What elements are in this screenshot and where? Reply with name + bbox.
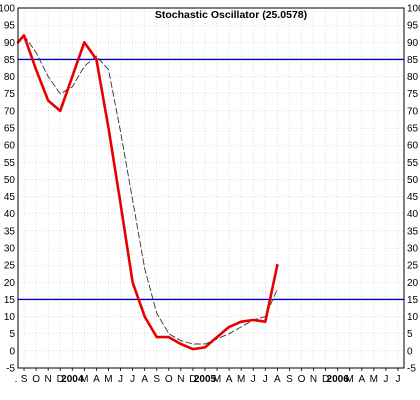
x-tick-label: J bbox=[251, 374, 256, 385]
x-tick-label: 2005 bbox=[194, 374, 217, 385]
y-tick-label-left: 5 bbox=[9, 329, 15, 340]
y-tick-label-right: 35 bbox=[407, 226, 419, 237]
y-tick-label-right: 5 bbox=[407, 329, 413, 340]
y-tick-label-right: 70 bbox=[407, 106, 419, 117]
y-tick-label-left: 100 bbox=[0, 4, 15, 15]
signal-line bbox=[17, 34, 278, 345]
y-tick-label-right: 85 bbox=[407, 55, 419, 66]
y-tick-label-left: 85 bbox=[4, 55, 16, 66]
x-tick-label: M bbox=[237, 374, 245, 385]
y-tick-label-right: 40 bbox=[407, 209, 419, 220]
y-tick-label-left: 90 bbox=[4, 38, 16, 49]
y-tick-label-right: 50 bbox=[407, 175, 419, 186]
y-tick-label-left: 80 bbox=[4, 72, 16, 83]
chart-title: Stochastic Oscillator (25.0578) bbox=[155, 9, 307, 21]
series bbox=[16, 34, 279, 351]
y-tick-label-left: 20 bbox=[4, 278, 16, 289]
y-tick-label-left: 35 bbox=[4, 226, 16, 237]
x-tick-label: S bbox=[286, 374, 293, 385]
y-tick-label-right: 0 bbox=[407, 346, 413, 357]
y-tick-label-right: 65 bbox=[407, 124, 419, 135]
y-tick-label-left: 75 bbox=[4, 89, 16, 100]
y-tick-label-left: 30 bbox=[4, 244, 16, 255]
y-tick-label-left: 15 bbox=[4, 295, 16, 306]
x-tick-label: 2006 bbox=[327, 374, 350, 385]
y-tick-label-left: -5 bbox=[6, 364, 15, 375]
y-tick-label-right: 90 bbox=[407, 38, 419, 49]
y-tick-label-right: 20 bbox=[407, 278, 419, 289]
x-tick-label: A bbox=[93, 374, 100, 385]
x-tick-label: A bbox=[141, 374, 148, 385]
x-tick-label: M bbox=[104, 374, 112, 385]
x-tick-label: M bbox=[213, 374, 221, 385]
y-tick-label-right: 80 bbox=[407, 72, 419, 83]
x-tick-label: J bbox=[118, 374, 123, 385]
x-tick-label: 2004 bbox=[61, 374, 84, 385]
y-tick-label-left: 60 bbox=[4, 141, 16, 152]
y-tick-label-right: 95 bbox=[407, 21, 419, 32]
y-tick-label-left: 55 bbox=[4, 158, 16, 169]
y-tick-label-left: 65 bbox=[4, 124, 16, 135]
stochastic-line bbox=[16, 34, 279, 351]
x-tick-label: A bbox=[226, 374, 233, 385]
x-tick-label: O bbox=[165, 374, 173, 385]
reference-lines bbox=[18, 58, 404, 301]
x-tick-label: A bbox=[358, 374, 365, 385]
x-tick-label: S bbox=[153, 374, 160, 385]
x-tick-label: S bbox=[21, 374, 28, 385]
x-tick-label: N bbox=[177, 374, 184, 385]
plot-frame bbox=[17, 7, 405, 369]
y-tick-label-left: 0 bbox=[9, 346, 15, 357]
y-tick-label-right: 55 bbox=[407, 158, 419, 169]
y-tick-label-left: 10 bbox=[4, 312, 16, 323]
y-axis-left: -5 0 5 10 15 20 25 30 35 40 45 50 55 60 65 70 75 80 85 90 95… bbox=[0, 4, 15, 375]
y-tick-label-left: 50 bbox=[4, 175, 16, 186]
y-tick-label-right: 75 bbox=[407, 89, 419, 100]
x-tick-label: J bbox=[383, 374, 388, 385]
y-tick-label-left: 25 bbox=[4, 261, 16, 272]
x-tick-label: J bbox=[263, 374, 268, 385]
y-tick-label-right: 30 bbox=[407, 244, 419, 255]
y-tick-label-left: 95 bbox=[4, 21, 16, 32]
y-tick-label-left: 70 bbox=[4, 106, 16, 117]
x-tick-label: J bbox=[130, 374, 135, 385]
x-tick-label: A bbox=[274, 374, 281, 385]
x-tick-label: N bbox=[310, 374, 317, 385]
x-tick-label: J bbox=[395, 374, 400, 385]
y-tick-label-right: 15 bbox=[407, 295, 419, 306]
y-axis-right: -5 0 5 10 15 20 25 30 35 40 45 50 55 60 65 70 75 80 85 90 95… bbox=[407, 4, 420, 375]
x-tick-label: O bbox=[298, 374, 306, 385]
x-tick-label: M bbox=[370, 374, 378, 385]
y-tick-label-right: 45 bbox=[407, 192, 419, 203]
y-tick-label-right: -5 bbox=[407, 364, 416, 375]
x-tick-label: D bbox=[57, 374, 64, 385]
y-tick-label-left: 45 bbox=[4, 192, 16, 203]
x-tick-label-lead: . bbox=[15, 374, 18, 385]
x-tick-label: M bbox=[346, 374, 354, 385]
y-tick-label-right: 25 bbox=[407, 261, 419, 272]
x-tick-label: O bbox=[32, 374, 40, 385]
x-tick-label: D bbox=[189, 374, 196, 385]
x-tick-label: N bbox=[45, 374, 52, 385]
y-tick-label-right: 100 bbox=[407, 4, 420, 15]
x-tick-label: M bbox=[80, 374, 88, 385]
y-tick-label-left: 40 bbox=[4, 209, 16, 220]
x-tick-label: D bbox=[322, 374, 329, 385]
y-tick-label-right: 60 bbox=[407, 141, 419, 152]
y-tick-label-right: 10 bbox=[407, 312, 419, 323]
